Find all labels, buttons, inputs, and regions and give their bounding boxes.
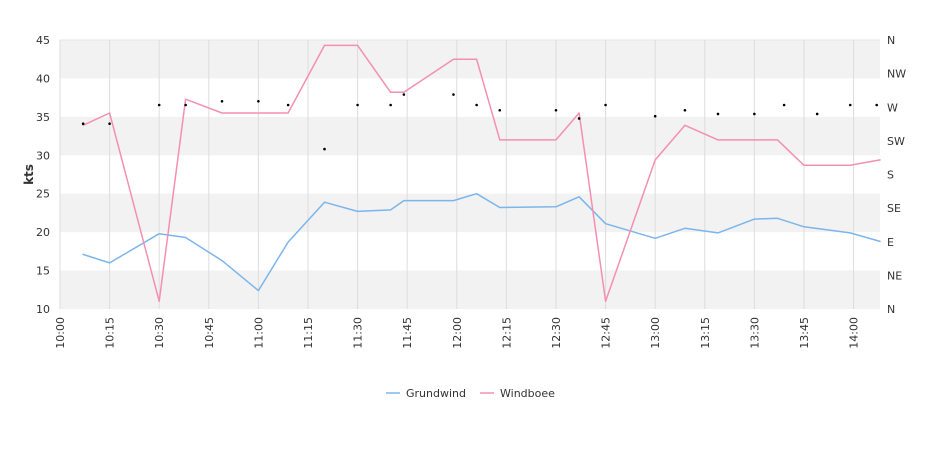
y-right-tick-label: SE <box>887 202 901 215</box>
x-tick-label: 10:15 <box>104 317 117 349</box>
y-right-tick-label: SW <box>887 135 905 148</box>
grid-band <box>60 116 880 156</box>
direction-point <box>753 112 756 116</box>
y-tick-label: 10 <box>36 303 50 316</box>
legend-label: Grundwind <box>406 387 466 400</box>
y-tick-label: 15 <box>36 265 50 278</box>
y-tick-label: 45 <box>36 34 50 47</box>
x-tick-label: 13:00 <box>649 317 662 349</box>
x-tick-label: 13:15 <box>699 317 712 349</box>
direction-point <box>323 147 326 151</box>
x-tick-label: 11:00 <box>252 317 265 349</box>
x-tick-label: 12:00 <box>451 317 464 349</box>
direction-point <box>475 103 478 107</box>
y-axis-right: N NW W SW S SE E NE N <box>887 34 906 316</box>
y-right-tick-label: N <box>887 303 895 316</box>
y-tick-label: 40 <box>36 72 50 85</box>
direction-series <box>81 93 878 151</box>
y-right-tick-label: S <box>887 169 894 182</box>
direction-point <box>683 108 687 112</box>
direction-point <box>554 108 558 112</box>
y-tick-label: 30 <box>36 149 50 162</box>
y-axis-title: kts <box>22 164 36 185</box>
direction-point <box>604 103 607 107</box>
x-tick-label: 10:00 <box>54 317 67 349</box>
y-tick-label: 20 <box>36 226 50 239</box>
y-right-tick-label: NE <box>887 269 902 282</box>
y-right-tick-label: W <box>887 101 898 114</box>
legend-label: Windboee <box>500 387 555 400</box>
x-tick-label: 12:45 <box>600 317 613 349</box>
grid-band <box>60 193 880 233</box>
direction-point <box>257 99 260 103</box>
y-axis-left: 10 15 20 25 30 35 40 45 <box>36 34 50 316</box>
plot-bands <box>60 39 880 309</box>
series-layer <box>81 44 881 303</box>
direction-point <box>848 103 852 107</box>
x-tick-label: 11:15 <box>302 317 315 349</box>
y-tick-label: 25 <box>36 188 50 201</box>
y-right-tick-label: N <box>887 34 895 47</box>
direction-point <box>81 122 85 125</box>
grid-band <box>60 270 880 309</box>
direction-point <box>402 93 406 96</box>
x-tick-label: 12:15 <box>500 317 513 349</box>
series-line-1 <box>82 44 881 303</box>
x-tick-label: 13:30 <box>748 317 761 349</box>
y-tick-label: 35 <box>36 111 50 124</box>
direction-point <box>815 112 819 116</box>
y-right-tick-label: NW <box>887 68 906 81</box>
direction-point <box>286 103 290 107</box>
direction-point <box>577 117 581 120</box>
direction-point <box>716 112 720 116</box>
x-tick-label: 10:30 <box>153 317 166 349</box>
x-tick-label: 10:45 <box>203 317 216 349</box>
direction-point <box>452 93 455 96</box>
y-right-tick-label: E <box>887 236 894 249</box>
direction-point <box>220 99 224 103</box>
series-line-0 <box>82 192 881 292</box>
direction-point <box>157 103 161 107</box>
direction-point <box>184 103 187 107</box>
x-tick-label: 13:45 <box>798 317 811 349</box>
direction-point <box>653 114 657 118</box>
legend: Grundwind Windboee <box>386 387 555 400</box>
direction-point <box>108 122 111 125</box>
direction-point <box>782 103 786 107</box>
vertical-grid <box>59 40 855 309</box>
direction-point <box>356 103 359 107</box>
x-axis: 10:00 10:15 10:30 10:45 11:00 11:15 11:30 11:45… <box>54 317 861 349</box>
x-tick-label: 14:00 <box>848 317 861 349</box>
x-tick-label: 11:45 <box>401 317 414 349</box>
direction-point <box>498 108 502 112</box>
x-tick-label: 12:30 <box>550 317 563 349</box>
direction-point <box>875 103 878 107</box>
direction-point <box>389 103 392 107</box>
x-tick-label: 11:30 <box>352 317 365 349</box>
